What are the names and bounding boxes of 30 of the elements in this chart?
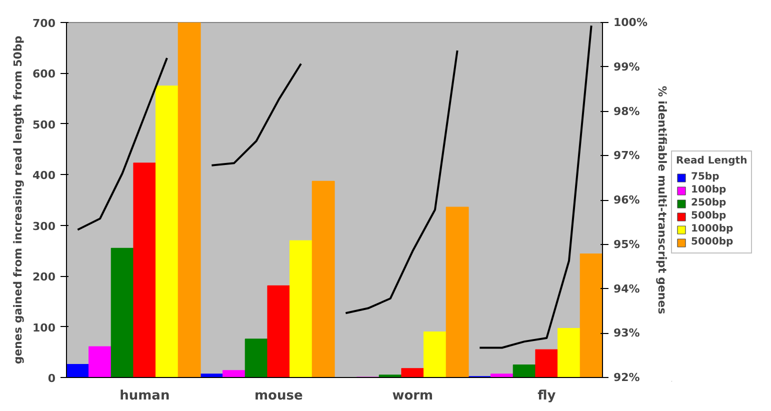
y-tick-label: 0 <box>48 372 56 385</box>
y-tick-label: 100 <box>32 321 56 334</box>
y-tick-label: 700 <box>32 17 56 30</box>
legend-label: 1000bp <box>691 223 734 235</box>
y2-axis-title: % identifiable multi-transcript genes <box>655 86 668 315</box>
y-tick-label: 400 <box>32 169 56 182</box>
y-tick-label: 300 <box>32 220 56 233</box>
y-tick-label: 600 <box>32 68 56 81</box>
x-tick-label: human <box>120 388 170 404</box>
y2-tick-label: 98% <box>614 104 640 118</box>
y-tick-label: 200 <box>32 270 56 284</box>
y2-tick-label: 95% <box>614 238 640 251</box>
y2-tick-label: 92% <box>614 371 640 384</box>
legend-label: 100bp <box>691 184 726 196</box>
y2-tick-label: 100% <box>614 16 648 29</box>
x-tick-label: worm <box>392 388 434 404</box>
y2-tick-label: 94% <box>614 282 640 296</box>
x-tick-label: mouse <box>254 388 303 404</box>
legend-label: 500bp <box>691 210 726 222</box>
legend-label: 5000bp <box>691 236 734 248</box>
y-axis-title: genes gained from increasing read length from 50bp <box>12 36 25 364</box>
y2-tick-label: 99% <box>614 60 640 74</box>
x-tick-label: fly <box>538 388 556 404</box>
legend-label: 250bp <box>691 197 726 209</box>
y2-tick-label: 93% <box>614 326 640 340</box>
legend-label: 75bp <box>691 171 720 183</box>
legend-title: Read Length <box>676 155 748 166</box>
y2-tick-label: 96% <box>614 194 640 206</box>
y-tick-label: 500 <box>32 118 56 132</box>
y2-tick-label: 97% <box>614 149 640 162</box>
